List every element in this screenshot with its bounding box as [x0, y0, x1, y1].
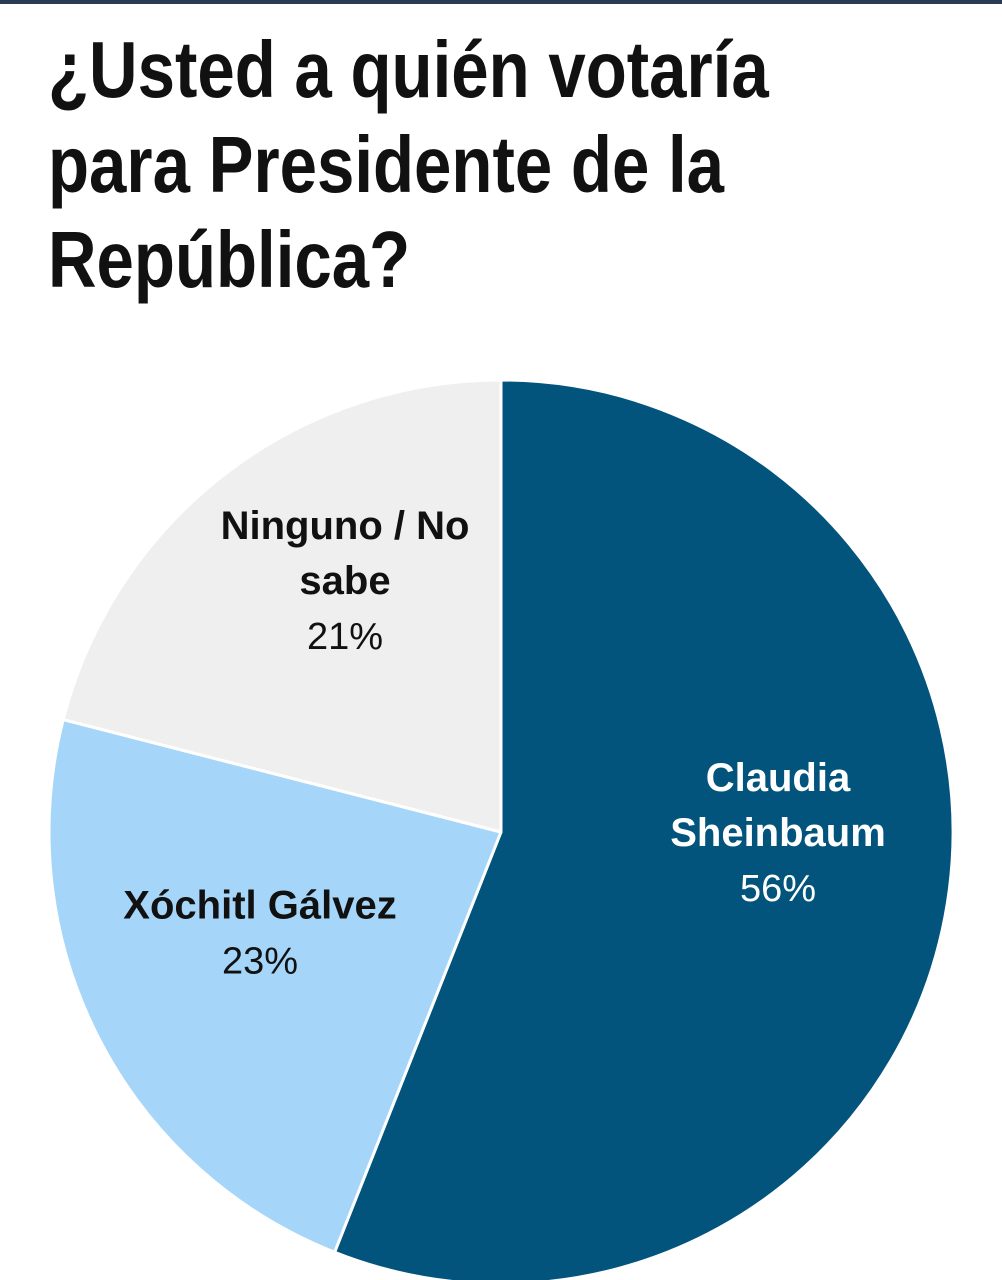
pie-slice — [333, 378, 955, 1280]
chart-title: ¿Usted a quién votaría para Presidente d… — [48, 22, 804, 307]
pie-slice — [47, 718, 503, 1254]
chart-title-line: para Presidente de la — [48, 120, 725, 209]
slice-label: sabe — [299, 559, 390, 603]
chart-title-line: República? — [48, 215, 411, 304]
slice-label: Ninguno / No — [221, 504, 470, 548]
slice-value-label: 23% — [222, 941, 298, 983]
slice-label: Xóchitl Gálvez — [123, 884, 396, 928]
chart-title-line: ¿Usted a quién votaría — [48, 25, 769, 114]
pie-slice — [61, 378, 503, 834]
slice-value-label: 56% — [740, 868, 816, 910]
slice-value-label: 21% — [307, 616, 383, 658]
slice-label: Claudia — [706, 756, 851, 800]
top-rule — [0, 0, 1002, 4]
slice-label: Sheinbaum — [670, 811, 886, 855]
